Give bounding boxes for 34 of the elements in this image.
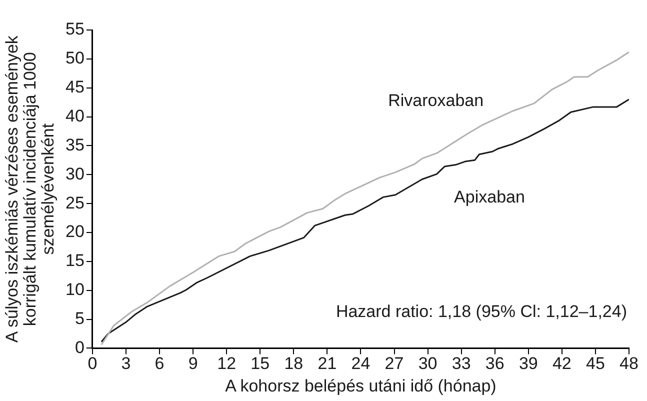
y-tick-label: 15 — [66, 251, 84, 270]
y-tick-label: 55 — [66, 20, 84, 39]
y-tick-label: 45 — [66, 78, 84, 97]
y-tick-label: 40 — [66, 106, 84, 126]
x-tick-label: 30 — [418, 354, 438, 374]
x-tick-label: 15 — [250, 354, 270, 374]
y-tick-label: 50 — [66, 48, 84, 68]
x-tick-label: 39 — [518, 354, 538, 374]
y-tick-label: 20 — [66, 222, 84, 242]
x-tick-label: 33 — [452, 354, 471, 374]
y-tick-label: 5 — [74, 308, 84, 328]
series-label: Rivaroxaban — [388, 90, 484, 110]
x-tick-label: 18 — [284, 354, 304, 374]
x-tick-label: 36 — [485, 354, 504, 374]
x-axis-title: A kohorsz belépés utáni idő (hónap) — [225, 376, 496, 396]
x-tick-label: 12 — [217, 354, 236, 374]
x-tick-label: 0 — [88, 354, 98, 374]
x-tick-label: 21 — [318, 354, 337, 374]
y-tick-label: 30 — [66, 164, 84, 184]
series-label: Apixaban — [454, 187, 525, 206]
annotation: Hazard ratio: 1,18 (95% Cl: 1,12–1,24) — [336, 302, 627, 321]
x-tick-label: 3 — [121, 354, 131, 374]
y-tick-label: 25 — [66, 193, 84, 212]
x-tick-label: 6 — [154, 354, 164, 374]
y-tick-label: 10 — [66, 280, 84, 300]
y-tick-label: 0 — [74, 338, 84, 357]
x-tick-label: 48 — [620, 354, 638, 374]
y-axis-title: A súlyos iszkémiás vérzéses események korrigált kumulatív incidenciája 1000 személyévenként — [2, 35, 58, 343]
x-tick-label: 9 — [188, 354, 198, 374]
x-tick-label: 24 — [351, 354, 370, 374]
x-tick-label: 45 — [586, 354, 605, 374]
x-tick-label: 27 — [384, 354, 404, 374]
x-tick-label: 42 — [552, 354, 572, 374]
y-tick-label: 35 — [66, 135, 84, 154]
